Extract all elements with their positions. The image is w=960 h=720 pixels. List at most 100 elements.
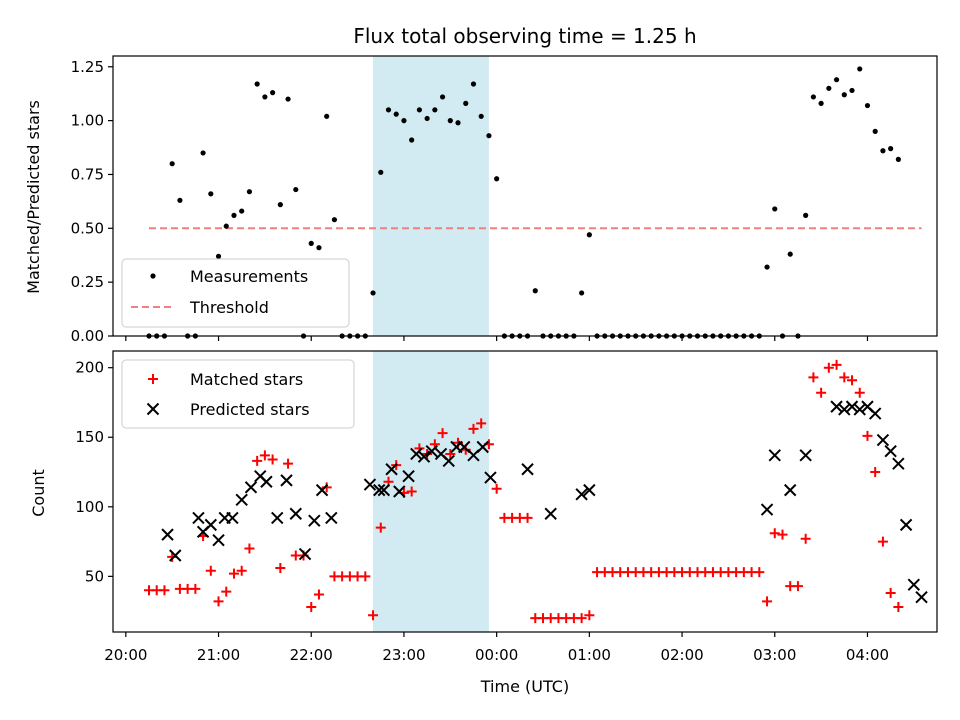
matched-stars-point <box>762 596 773 607</box>
measurements-point <box>463 100 469 106</box>
measurements-point <box>880 148 886 154</box>
measurements-point <box>864 102 871 109</box>
predicted-stars-point <box>325 511 338 525</box>
predicted-stars-point <box>442 454 455 468</box>
matched-stars-point <box>816 387 827 398</box>
predicted-stars-point <box>271 511 284 525</box>
measurements-point <box>393 111 399 117</box>
predicted-stars-point <box>280 474 293 487</box>
measurements-point <box>532 288 538 294</box>
y-tick-label: 1.25 <box>71 58 104 76</box>
measurements-point <box>432 107 438 113</box>
predicted-stars-point <box>192 511 205 525</box>
matched-stars-point <box>792 581 803 592</box>
predicted-stars-point <box>915 591 928 604</box>
predicted-stars-point <box>410 447 423 461</box>
y-tick-label: 1.00 <box>71 112 104 130</box>
plot-frame <box>112 350 938 633</box>
predicted-stars-point <box>845 400 859 413</box>
matched-stars-point <box>870 467 881 478</box>
predicted-stars-point <box>244 481 258 494</box>
matched-stars-point <box>259 450 270 461</box>
predicted-stars-point <box>884 444 897 458</box>
predicted-stars-point <box>476 440 489 454</box>
measurements-point <box>262 94 268 100</box>
matched-stars-point <box>576 613 587 624</box>
predicted-stars-point <box>385 463 398 476</box>
matched-stars-point <box>190 583 201 594</box>
predicted-stars-point <box>484 471 497 484</box>
matched-stars-point <box>522 512 533 523</box>
matched-stars-point <box>831 359 842 370</box>
y-tick-label: 100 <box>75 498 104 516</box>
matched-stars-point <box>476 418 487 429</box>
measurements-point <box>277 202 283 208</box>
matched-stars-point <box>808 372 819 383</box>
matched-stars-point <box>754 567 765 578</box>
legend-threshold-label: Threshold <box>189 298 269 317</box>
measurements-point <box>285 96 291 102</box>
chart-title: Flux total observing time = 1.25 h <box>353 24 696 48</box>
matched-stars-point <box>437 428 448 439</box>
measurements-point <box>478 113 484 119</box>
legend-matched-label: Matched stars <box>190 370 303 389</box>
measurements-point <box>215 253 222 259</box>
predicted-stars-point <box>169 549 182 562</box>
measurements-point <box>370 290 376 296</box>
measurements-point <box>424 115 430 122</box>
matched-stars-point <box>159 585 170 596</box>
matched-stars-point <box>823 362 834 373</box>
predicted-stars-point <box>298 547 312 561</box>
predicted-stars-point <box>853 403 866 416</box>
matched-stars-point <box>205 565 216 576</box>
top-panel: 0.00 0.25 0.50 0.75 1.00 1.25 Measurements Thre… <box>71 55 938 345</box>
measurements-point <box>787 251 793 257</box>
measurements-point <box>239 208 245 214</box>
measurements-point <box>409 137 415 143</box>
x-tick-label: 01:00 <box>568 646 611 664</box>
x-tick-label: 21:00 <box>197 646 240 664</box>
measurements-point <box>208 191 214 197</box>
highlight-span <box>373 56 489 336</box>
y-tick-label: 150 <box>75 428 104 446</box>
measurements-point <box>810 94 816 100</box>
legend-matched-marker <box>148 374 158 384</box>
matched-stars-point <box>360 571 371 582</box>
predicted-stars-point <box>377 483 391 497</box>
plot-frame <box>112 55 938 337</box>
measurements-point <box>872 128 878 134</box>
predicted-stars-point <box>226 511 239 525</box>
matched-stars-point <box>862 430 873 441</box>
x-tick-label: 00:00 <box>475 646 518 664</box>
x-tick-label: 03:00 <box>753 646 796 664</box>
matched-stars-point <box>368 610 379 621</box>
predicted-stars-point <box>784 483 797 497</box>
matched-stars-point <box>491 483 502 494</box>
measurements-point <box>223 223 229 229</box>
matched-stars-point <box>839 372 850 383</box>
matched-stars-point <box>800 533 811 544</box>
matched-stars-point <box>283 458 294 469</box>
matched-stars-point <box>275 563 286 574</box>
matched-stars-point <box>777 529 788 540</box>
predicted-stars-point <box>521 463 534 476</box>
predicted-stars-point <box>315 483 329 497</box>
measurements-point <box>270 90 276 96</box>
matched-stars-point <box>769 528 780 539</box>
x-axis-label: Time (UTC) <box>480 677 569 696</box>
y-tick-label: 0.00 <box>71 327 104 345</box>
highlight-span <box>373 351 489 632</box>
matched-stars-point <box>854 387 865 398</box>
matched-stars-point <box>877 536 888 547</box>
matched-stars-point <box>313 589 324 600</box>
predicted-stars-point <box>212 533 225 547</box>
measurements-point <box>378 169 384 175</box>
legend-predicted-marker <box>146 402 160 416</box>
y-tick-label: 200 <box>75 359 104 377</box>
measurements-point <box>385 107 392 113</box>
predicted-stars-point <box>289 507 302 520</box>
predicted-stars-point <box>204 518 218 532</box>
predicted-stars-point <box>868 407 882 420</box>
measurements-point <box>895 156 901 162</box>
